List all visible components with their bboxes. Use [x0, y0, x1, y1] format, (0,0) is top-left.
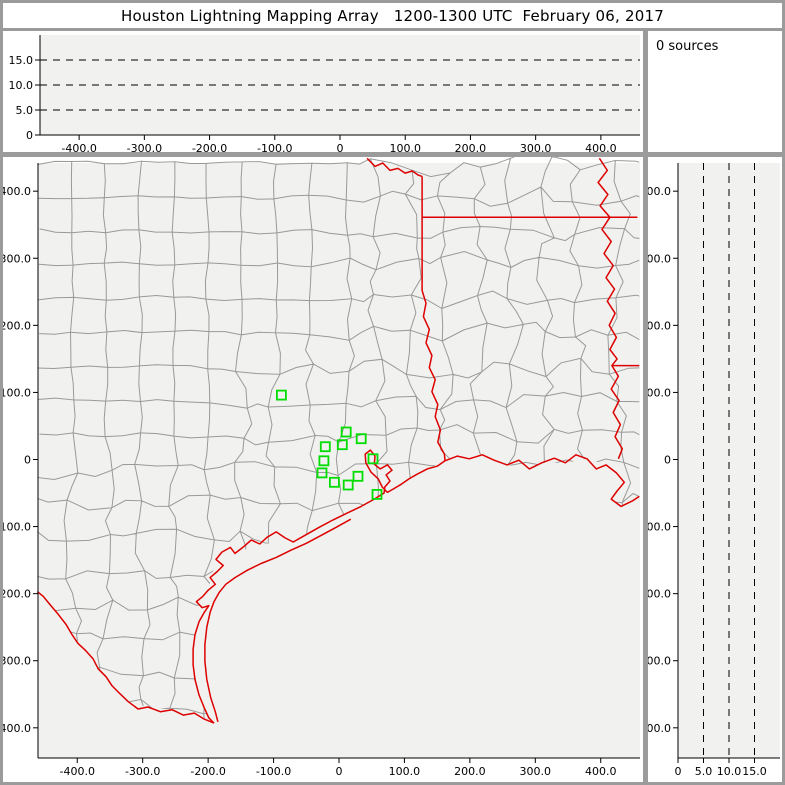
- tick-label: 15.0: [742, 765, 767, 778]
- altitude-ew-panel: -400.0 -300.0 -200.0 -100.0 0 100.0 200.0 300.0…: [3, 31, 643, 152]
- station-markers: [275, 389, 383, 500]
- tick-label: -100.0: [3, 521, 31, 534]
- tick-label: 10.0: [9, 79, 34, 92]
- plot-background: [678, 163, 780, 758]
- tick-label: 0: [336, 765, 343, 778]
- tick-label: -400.0: [3, 722, 31, 735]
- tick-label: 5.0: [695, 765, 713, 778]
- state-boundary-rio-grande: [36, 591, 215, 724]
- tick-label: 0: [675, 765, 682, 778]
- tick-label: 400.0: [648, 185, 671, 198]
- title-bar: Houston Lightning Mapping Array 1200-130…: [3, 3, 782, 28]
- tick-label: -400.0: [648, 722, 671, 735]
- tick-label: 0: [26, 129, 33, 142]
- source-count-label: 0 sources: [656, 39, 719, 54]
- tick-label: 400.0: [3, 185, 31, 198]
- lma-station-marker: [355, 433, 367, 445]
- tick-label: 400.0: [585, 142, 617, 152]
- altitude-ns-plot: 0 5.0 10.015.0 400.0 300.0 200.0 100.0 0 -100.0 -…: [648, 163, 780, 778]
- tick-label: 0: [24, 453, 31, 466]
- tick-label: 200.0: [454, 765, 486, 778]
- lma-station-marker: [342, 479, 354, 491]
- tick-label: -400.0: [60, 765, 95, 778]
- source-counter-panel: 0 sources: [648, 31, 782, 152]
- tick-label: -100.0: [256, 765, 291, 778]
- lma-station-marker: [316, 467, 328, 479]
- tick-label: -300.0: [127, 142, 162, 152]
- tick-label: 5.0: [16, 104, 34, 117]
- map-background: [38, 163, 640, 758]
- state-boundary-mississippi-river: [597, 157, 624, 460]
- state-boundary-barrier-islands: [204, 518, 352, 722]
- lma-station-marker: [371, 488, 383, 500]
- tick-label: -100.0: [257, 142, 292, 152]
- tick-label: -200.0: [3, 588, 31, 601]
- tick-label: 100.0: [389, 765, 421, 778]
- tick-label: 300.0: [648, 252, 671, 265]
- state-boundaries: [36, 157, 640, 724]
- tick-label: 200.0: [648, 319, 671, 332]
- page-title: Houston Lightning Mapping Array 1200-130…: [121, 6, 664, 25]
- tick-label: -100.0: [648, 521, 671, 534]
- lma-station-marker: [318, 455, 330, 467]
- altitude-ns-panel: 0 5.0 10.015.0 400.0 300.0 200.0 100.0 0 -100.0 -…: [648, 157, 782, 782]
- lma-station-marker: [275, 389, 287, 401]
- tick-label: 100.0: [648, 386, 671, 399]
- state-boundary-red-river: [366, 157, 423, 178]
- lma-station-marker: [328, 476, 340, 488]
- tick-label: 300.0: [520, 142, 552, 152]
- tick-label: 100.0: [3, 386, 31, 399]
- tick-label: -200.0: [648, 588, 671, 601]
- plan-view-map: -400.0 -300.0 -200.0 -100.0 0 100.0 200.0 300.0…: [3, 157, 640, 778]
- lma-station-marker: [352, 470, 364, 482]
- plan-view-map-panel: -400.0 -300.0 -200.0 -100.0 0 100.0 200.0 300.0…: [3, 157, 643, 782]
- state-boundary-texas-coast-mainland: [192, 449, 446, 724]
- tick-label: 200.0: [455, 142, 487, 152]
- tick-label: 0: [664, 453, 671, 466]
- lma-station-marker: [319, 441, 331, 453]
- state-boundary-louisiana-coast: [444, 454, 640, 508]
- tick-label: 0: [337, 142, 344, 152]
- tick-label: -300.0: [648, 655, 671, 668]
- tick-label: 15.0: [9, 54, 34, 67]
- tick-label: -300.0: [3, 655, 31, 668]
- lma-station-marker: [336, 439, 348, 451]
- tick-label: 200.0: [3, 319, 31, 332]
- tick-label: -400.0: [61, 142, 96, 152]
- tick-label: 10.0: [717, 765, 742, 778]
- tick-label: -200.0: [190, 765, 225, 778]
- tick-label: -200.0: [192, 142, 227, 152]
- tick-label: 400.0: [585, 765, 617, 778]
- altitude-ew-plot: -400.0 -300.0 -200.0 -100.0 0 100.0 200.0 300.0…: [9, 35, 640, 152]
- lma-station-marker: [340, 426, 352, 438]
- lma-station-marker: [367, 453, 379, 465]
- tick-label: 300.0: [3, 252, 31, 265]
- tick-label: -300.0: [125, 765, 160, 778]
- tick-label: 300.0: [520, 765, 552, 778]
- tick-label: 100.0: [389, 142, 421, 152]
- state-boundary-texas-east-border-and-sabine: [421, 176, 446, 461]
